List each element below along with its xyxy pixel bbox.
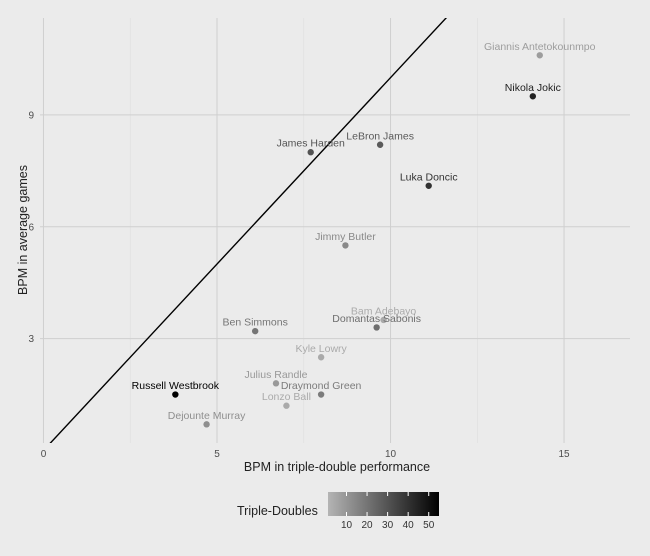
legend-title: Triple-Doubles [237,504,318,518]
y-axis-title: BPM in average games [16,165,30,295]
legend-tick-label: 30 [382,520,394,531]
point-label: James Harden [277,138,345,150]
legend-colorbar [328,492,439,516]
point-label: Lonzo Ball [262,391,311,403]
point-label: LeBron James [346,130,414,142]
point-label: Domantas Sabonis [332,313,421,325]
y-tick-label: 3 [28,334,34,345]
grid [40,18,630,443]
x-tick-label: 10 [385,449,397,460]
points-layer [172,52,543,428]
x-tick-label: 15 [558,449,570,460]
legend-tick-label: 40 [403,520,415,531]
legend-ticks: 10 20 30 40 50 [341,492,435,531]
point-label: Julius Randle [244,369,307,381]
point[interactable] [317,391,325,398]
point[interactable] [342,242,349,249]
point-label: Kyle Lowry [295,343,347,355]
x-axis-title: BPM in triple-double performance [244,460,430,474]
legend-tick-label: 10 [341,520,353,531]
legend-tick-label: 50 [423,520,435,531]
point[interactable] [203,421,210,428]
y-tick-label: 6 [28,222,34,233]
point[interactable] [172,391,179,398]
x-tick-label: 0 [41,449,47,460]
y-tick-label: 9 [28,110,34,121]
point-labels-layer: Giannis Antetokounmpo Nikola Jokic LeBron … [132,41,596,422]
point[interactable] [251,327,259,335]
legend: Triple-Doubles 10 20 30 40 50 [237,492,439,531]
legend-tick-label: 20 [361,520,373,531]
point-label: Russell Westbrook [132,380,220,392]
point-label: Bam Adebayo [351,305,417,317]
point[interactable] [373,324,380,331]
point[interactable] [272,380,280,387]
point[interactable] [529,93,537,100]
point-label: Jimmy Butler [315,231,376,243]
x-tick-label: 5 [214,449,220,460]
axis-tick-labels: 0 5 10 15 3 6 9 [28,110,570,460]
point[interactable] [307,149,314,156]
reference-line-layer [49,18,448,443]
point-label: Giannis Antetokounmpo [484,41,596,53]
point-label: Luka Doncic [400,171,458,183]
point-label: Draymond Green [281,380,362,392]
point[interactable] [283,402,290,409]
point-label: Dejounte Murray [168,410,246,422]
point-label: Nikola Jokic [505,82,561,94]
plot-panel [40,18,630,443]
point[interactable] [376,141,384,148]
point[interactable] [317,354,325,361]
point-label: Ben Simmons [222,317,287,329]
point[interactable] [536,52,543,59]
point[interactable] [380,316,387,324]
identity-line [49,18,448,443]
point[interactable] [425,182,432,189]
